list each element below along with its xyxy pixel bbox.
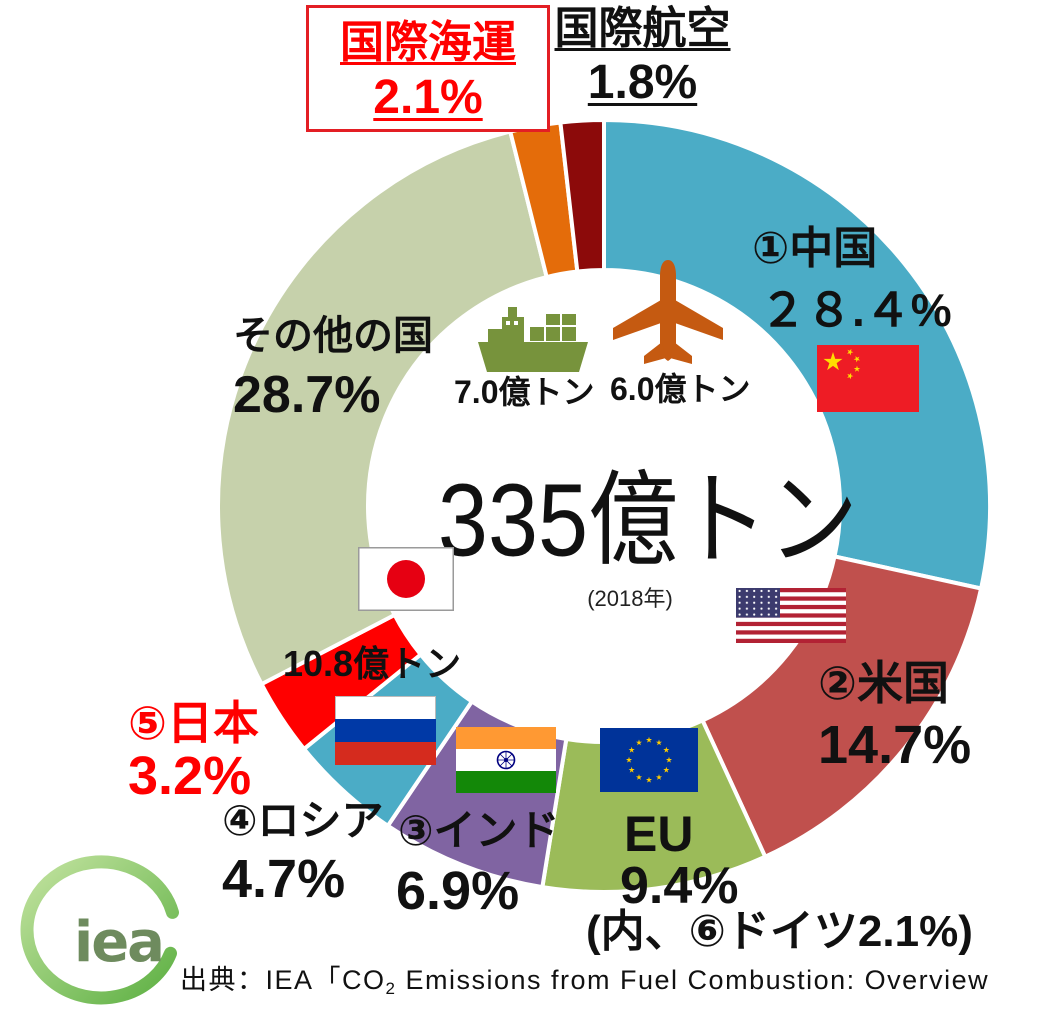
flag-stripe	[736, 596, 846, 601]
russia-flag-icon	[335, 696, 436, 765]
usa-value: 14.7%	[818, 715, 972, 775]
airplane-icon	[613, 260, 723, 364]
japan-label: ⑤日本	[128, 697, 259, 749]
flag-stripe	[736, 613, 846, 618]
airplane-shape	[613, 260, 723, 364]
flag-band-red	[335, 742, 436, 765]
iea-logo-icon	[20, 855, 179, 1005]
flag-stripe	[736, 621, 846, 627]
flag-canton-stars	[736, 588, 780, 618]
eu-label: EU	[624, 806, 694, 862]
flag-sun-disc	[387, 560, 425, 598]
ship-funnel	[508, 307, 517, 318]
flag-stripe	[736, 630, 846, 635]
china-value: ２８.４%	[760, 284, 952, 336]
ship-container	[546, 327, 560, 341]
others-label: その他の国	[233, 314, 433, 358]
ship-window	[506, 321, 510, 325]
flag-stripe	[736, 638, 846, 643]
ship-deckhouse	[488, 329, 504, 342]
airplane-tail	[670, 342, 692, 364]
japan-amount: 10.8億トン	[283, 643, 462, 684]
slice-international-aviation	[558, 117, 606, 274]
shipping-value: 2.1%	[373, 71, 483, 124]
donut-slices	[216, 117, 992, 894]
shipping-label: 国際海運	[340, 18, 516, 67]
flag-stripe	[736, 588, 846, 593]
slice-others	[216, 129, 550, 687]
russia-label: ④ロシア	[222, 797, 384, 844]
flag-stripe	[736, 604, 846, 610]
eu-note: (内、⑥ドイツ2.1%)	[586, 907, 973, 956]
slice-china	[602, 117, 992, 591]
flag-band-white	[335, 696, 436, 720]
ship-container	[562, 314, 576, 325]
china-label: ①中国	[752, 224, 878, 273]
india-flag-icon	[456, 727, 556, 793]
ship-window	[514, 321, 518, 325]
source-text-end: Emissions from Fuel Combustion: Overview	[396, 965, 990, 995]
airplane-tail	[644, 342, 666, 364]
iea-logo-ring	[20, 855, 179, 1005]
usa-label: ②米国	[818, 657, 949, 709]
japan-value: 3.2%	[128, 746, 252, 806]
shipping-label-box: 国際海運 2.1%	[306, 5, 550, 132]
russia-value: 4.7%	[222, 849, 346, 909]
india-value: 6.9%	[396, 861, 520, 921]
flag-band-saffron	[456, 727, 556, 749]
aviation-label: 国際航空	[554, 4, 731, 53]
airplane-fuselage	[660, 260, 676, 361]
ship-container	[562, 327, 576, 341]
flag-chakra-spokes	[497, 751, 515, 769]
flag-band-green	[456, 771, 556, 793]
ship-bridge	[502, 317, 524, 342]
eu-flag-icon	[600, 728, 698, 792]
china-flag-icon	[817, 345, 919, 412]
shipping-amount: 7.0億トン	[454, 374, 595, 410]
source-text-start: 出典：IEA「CO	[180, 965, 386, 995]
flag-field	[358, 547, 454, 611]
source-citation: 出典：IEA「CO2 Emissions from Fuel Combustio…	[180, 965, 990, 998]
aviation-amount: 6.0億トン	[610, 371, 751, 407]
cargo-ship-shape	[478, 307, 588, 372]
japan-flag-icon	[358, 547, 454, 611]
india-label: ③インド	[398, 807, 560, 854]
usa-flag-icon	[736, 588, 846, 643]
cargo-ship-icon	[478, 307, 588, 372]
iea-logo-text: iea	[74, 910, 165, 975]
airplane-wing	[613, 300, 661, 340]
source-subscript: 2	[385, 979, 397, 998]
flag-band-blue	[335, 719, 436, 742]
airplane-wing	[675, 300, 723, 340]
ship-hull	[478, 342, 588, 372]
aviation-value: 1.8%	[587, 56, 698, 109]
eu-value: 9.4%	[620, 857, 739, 915]
ship-container	[530, 327, 544, 341]
others-value: 28.7%	[233, 366, 381, 424]
center-year: (2018年)	[587, 586, 673, 611]
center-total: 335億トン	[437, 464, 859, 579]
ship-container	[546, 314, 560, 325]
